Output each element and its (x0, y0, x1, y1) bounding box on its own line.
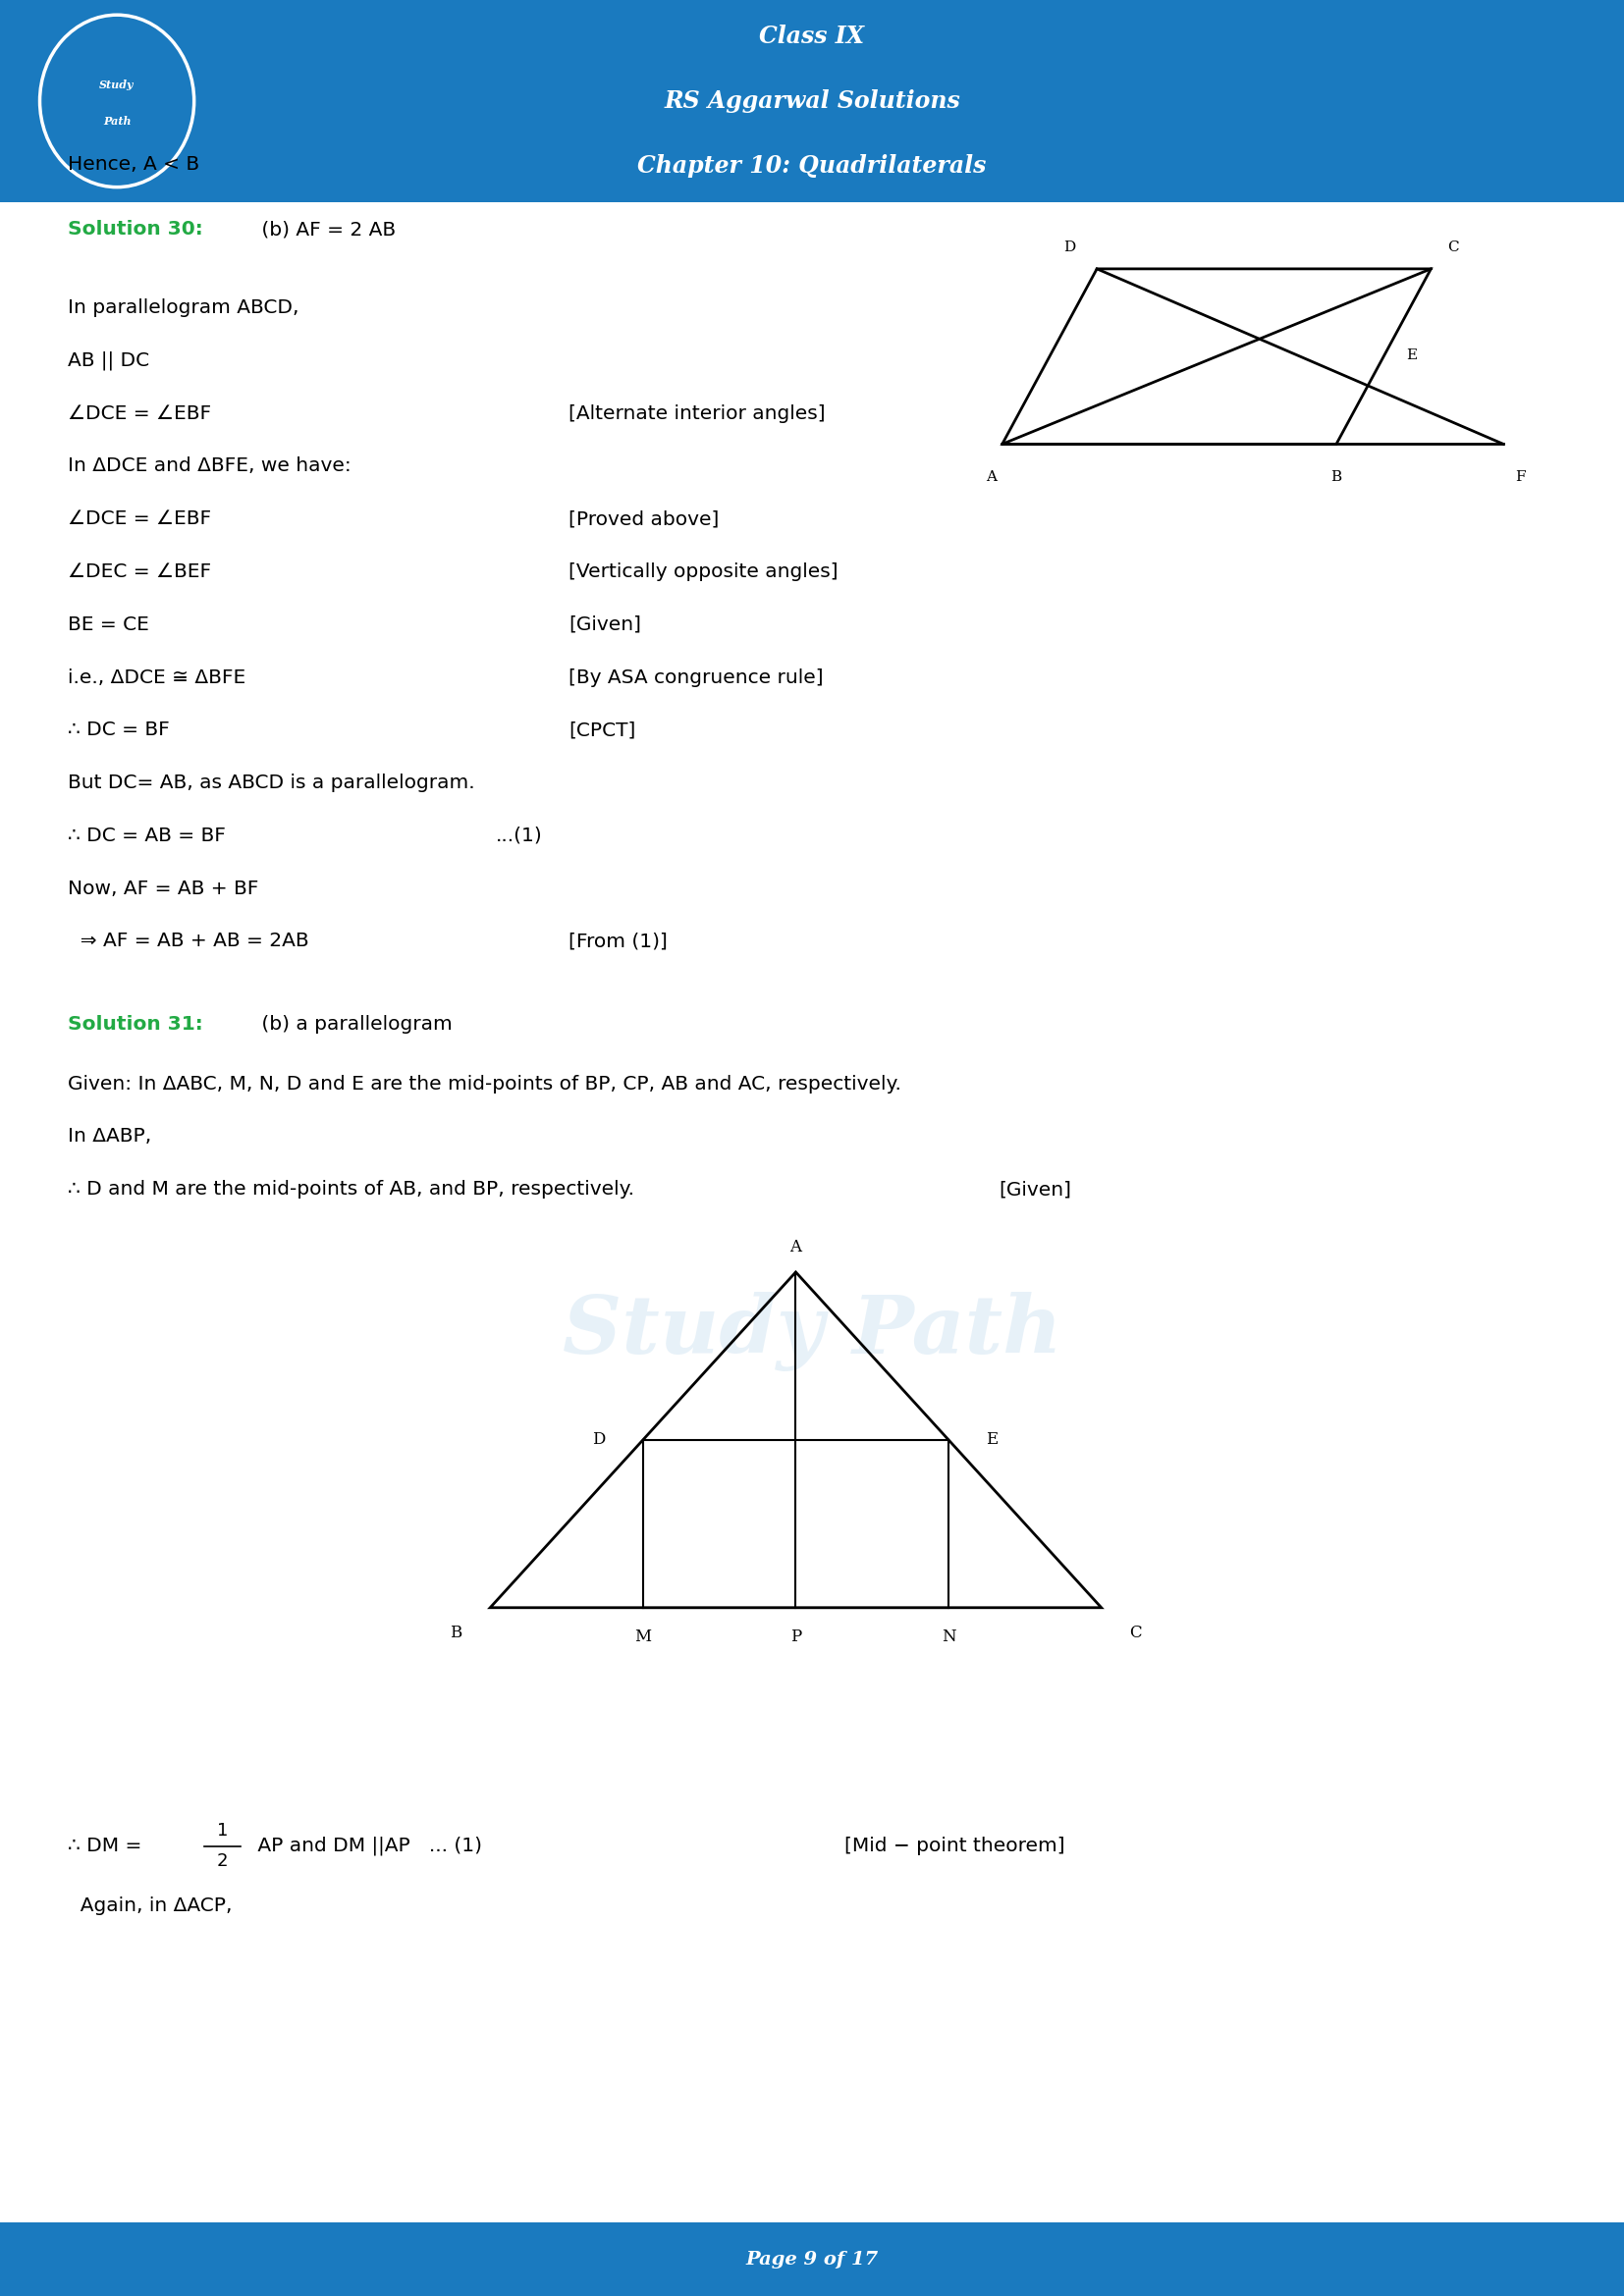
Text: F: F (1515, 471, 1525, 484)
Text: Solution 30:: Solution 30: (68, 220, 203, 239)
Text: Given: In ΔABC, M, N, D and E are the mid-points of BP, CP, AB and AC, respectiv: Given: In ΔABC, M, N, D and E are the mi… (68, 1075, 901, 1093)
Text: A: A (789, 1238, 802, 1256)
Text: [CPCT]: [CPCT] (568, 721, 635, 739)
Text: [Given]: [Given] (999, 1180, 1072, 1199)
Text: ∠DCE = ∠EBF: ∠DCE = ∠EBF (68, 510, 211, 528)
Text: C: C (1447, 241, 1458, 255)
Text: N: N (942, 1628, 957, 1646)
Text: AP and DM ||AP   ... (1): AP and DM ||AP ... (1) (252, 1837, 482, 1855)
Text: ∴ DC = AB = BF: ∴ DC = AB = BF (68, 827, 226, 845)
Text: [Alternate interior angles]: [Alternate interior angles] (568, 404, 825, 422)
Text: In ΔABP,: In ΔABP, (68, 1127, 153, 1146)
Text: 2: 2 (218, 1853, 227, 1869)
Text: [Proved above]: [Proved above] (568, 510, 719, 528)
FancyBboxPatch shape (0, 2223, 1624, 2296)
Text: [By ASA congruence rule]: [By ASA congruence rule] (568, 668, 823, 687)
Text: ∴ DC = BF: ∴ DC = BF (68, 721, 171, 739)
Text: A: A (986, 471, 997, 484)
Text: 1: 1 (218, 1823, 227, 1839)
Text: BE = CE: BE = CE (68, 615, 149, 634)
Text: Study: Study (99, 80, 135, 90)
Text: Page 9 of 17: Page 9 of 17 (745, 2250, 879, 2268)
Text: [From (1)]: [From (1)] (568, 932, 667, 951)
Text: Again, in ΔACP,: Again, in ΔACP, (68, 1896, 232, 1915)
Text: But DC= AB, as ABCD is a parallelogram.: But DC= AB, as ABCD is a parallelogram. (68, 774, 476, 792)
Text: In parallelogram ABCD,: In parallelogram ABCD, (68, 298, 299, 317)
Text: ∴ DM =: ∴ DM = (68, 1837, 148, 1855)
Text: P: P (791, 1628, 801, 1646)
Text: D: D (593, 1430, 606, 1449)
Text: ∴ D and M are the mid-points of AB, and BP, respectively.: ∴ D and M are the mid-points of AB, and … (68, 1180, 635, 1199)
Text: Now, AF = AB + BF: Now, AF = AB + BF (68, 879, 260, 898)
Text: i.e., ΔDCE ≅ ΔBFE: i.e., ΔDCE ≅ ΔBFE (68, 668, 247, 687)
Text: [Vertically opposite angles]: [Vertically opposite angles] (568, 563, 838, 581)
Text: AB || DC: AB || DC (68, 351, 149, 370)
Text: E: E (1406, 349, 1416, 363)
FancyBboxPatch shape (0, 0, 1624, 202)
Text: ⇒ AF = AB + AB = 2AB: ⇒ AF = AB + AB = 2AB (68, 932, 310, 951)
Text: Hence, A < B: Hence, A < B (68, 154, 200, 174)
Text: B: B (1330, 471, 1341, 484)
Text: (b) a parallelogram: (b) a parallelogram (255, 1015, 451, 1033)
Text: D: D (1064, 241, 1075, 255)
Text: Study Path: Study Path (562, 1293, 1062, 1371)
Text: In ΔDCE and ΔBFE, we have:: In ΔDCE and ΔBFE, we have: (68, 457, 352, 475)
Text: ...(1): ...(1) (495, 827, 542, 845)
Text: ∠DCE = ∠EBF: ∠DCE = ∠EBF (68, 404, 211, 422)
Text: (b) AF = 2 AB: (b) AF = 2 AB (255, 220, 396, 239)
Text: M: M (635, 1628, 651, 1646)
Text: ∠DEC = ∠BEF: ∠DEC = ∠BEF (68, 563, 211, 581)
Text: Path: Path (102, 115, 132, 126)
Text: E: E (986, 1430, 997, 1449)
Text: Solution 31:: Solution 31: (68, 1015, 203, 1033)
Text: Class IX: Class IX (760, 25, 864, 48)
Text: [Mid − point theorem]: [Mid − point theorem] (844, 1837, 1065, 1855)
Text: RS Aggarwal Solutions: RS Aggarwal Solutions (664, 90, 960, 113)
Text: Chapter 10: Quadrilaterals: Chapter 10: Quadrilaterals (638, 154, 986, 177)
Text: C: C (1129, 1626, 1142, 1642)
Text: B: B (450, 1626, 463, 1642)
Text: [Given]: [Given] (568, 615, 641, 634)
